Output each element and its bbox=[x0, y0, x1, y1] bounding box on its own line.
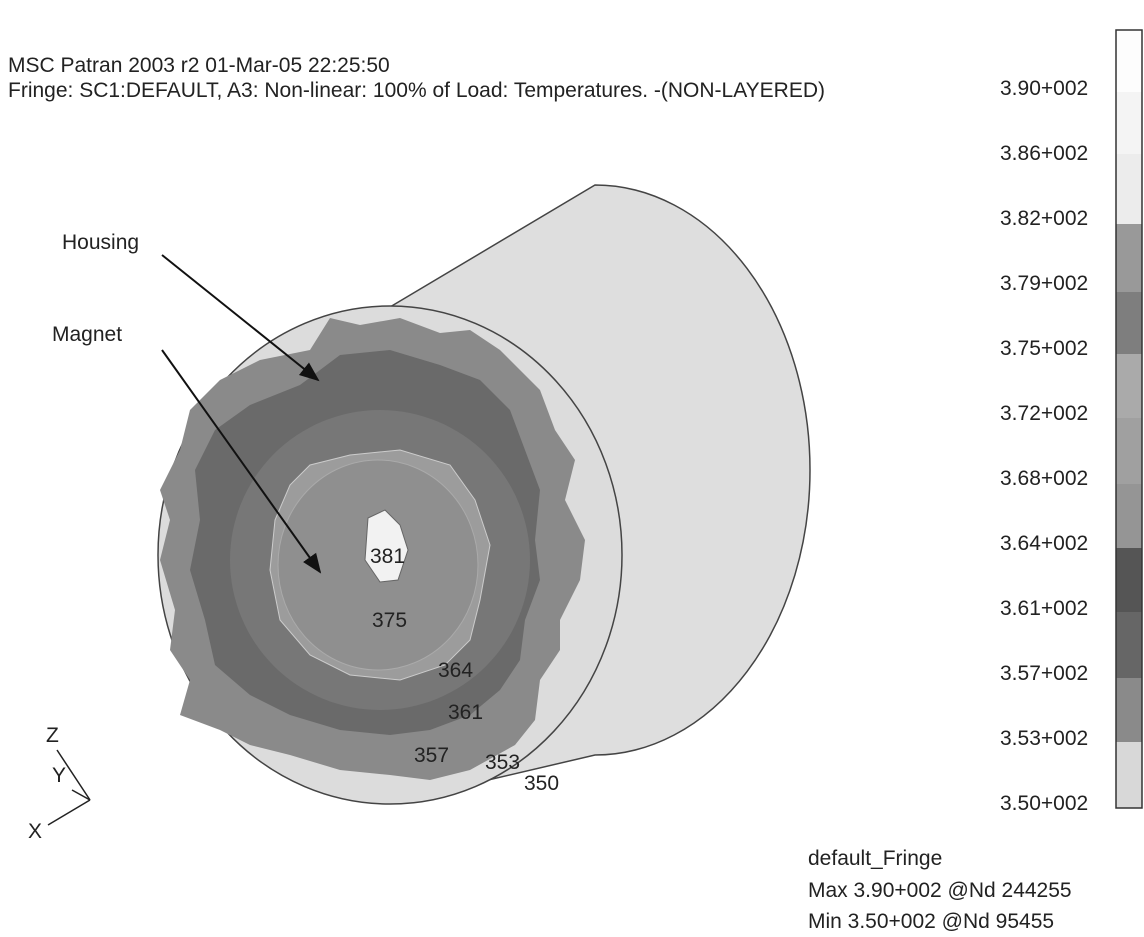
footer-line: Max 3.90+002 @Nd 244255 bbox=[808, 879, 1072, 902]
legend-label: 3.68+002 bbox=[1000, 467, 1088, 490]
legend-swatch bbox=[1116, 678, 1142, 742]
legend-swatch bbox=[1116, 30, 1142, 92]
footer-line: default_Fringe bbox=[808, 847, 942, 870]
legend-swatch bbox=[1116, 154, 1142, 224]
legend-label: 3.79+002 bbox=[1000, 272, 1088, 295]
triad bbox=[48, 750, 90, 825]
triad-axis bbox=[48, 800, 90, 825]
contour-label: 357 bbox=[414, 744, 449, 767]
arrow bbox=[162, 255, 318, 380]
legend-swatch bbox=[1116, 224, 1142, 292]
model bbox=[158, 185, 810, 804]
legend-swatch bbox=[1116, 742, 1142, 808]
annotation: Magnet bbox=[52, 323, 122, 346]
legend-label: 3.53+002 bbox=[1000, 727, 1088, 750]
legend-swatch bbox=[1116, 292, 1142, 354]
footer-line: Min 3.50+002 @Nd 95455 bbox=[808, 910, 1054, 933]
legend-label: 3.64+002 bbox=[1000, 532, 1088, 555]
header-line2: Fringe: SC1:DEFAULT, A3: Non-linear: 100… bbox=[8, 79, 825, 102]
legend-label: 3.75+002 bbox=[1000, 337, 1088, 360]
contour-label: 381 bbox=[370, 545, 405, 568]
legend-swatch bbox=[1116, 418, 1142, 484]
contour-label: 375 bbox=[372, 609, 407, 632]
legend-swatch bbox=[1116, 484, 1142, 548]
header-line1: MSC Patran 2003 r2 01-Mar-05 22:25:50 bbox=[8, 54, 390, 77]
legend-label: 3.90+002 bbox=[1000, 77, 1088, 100]
legend-label: 3.72+002 bbox=[1000, 402, 1088, 425]
contour-label: 350 bbox=[524, 772, 559, 795]
legend-label: 3.82+002 bbox=[1000, 207, 1088, 230]
legend-swatch bbox=[1116, 354, 1142, 418]
triad-label: Z bbox=[46, 724, 59, 747]
legend-swatch bbox=[1116, 612, 1142, 678]
legend-swatch bbox=[1116, 548, 1142, 612]
contour-label: 364 bbox=[438, 659, 473, 682]
legend: 3.90+002 3.86+002 3.82+002 3.79+002 3.75+002… bbox=[1000, 30, 1142, 815]
contour-label: 361 bbox=[448, 701, 483, 724]
contour-label: 353 bbox=[485, 751, 520, 774]
legend-swatch bbox=[1116, 92, 1142, 154]
legend-label: 3.57+002 bbox=[1000, 662, 1088, 685]
patran-view: MSC Patran 2003 r2 01-Mar-05 22:25:50 Fr… bbox=[0, 0, 1144, 937]
triad-label: Y bbox=[52, 764, 66, 787]
legend-label: 3.61+002 bbox=[1000, 597, 1088, 620]
triad-label: X bbox=[28, 820, 42, 843]
legend-label: 3.86+002 bbox=[1000, 142, 1088, 165]
legend-label: 3.50+002 bbox=[1000, 792, 1088, 815]
annotation: Housing bbox=[62, 231, 139, 254]
